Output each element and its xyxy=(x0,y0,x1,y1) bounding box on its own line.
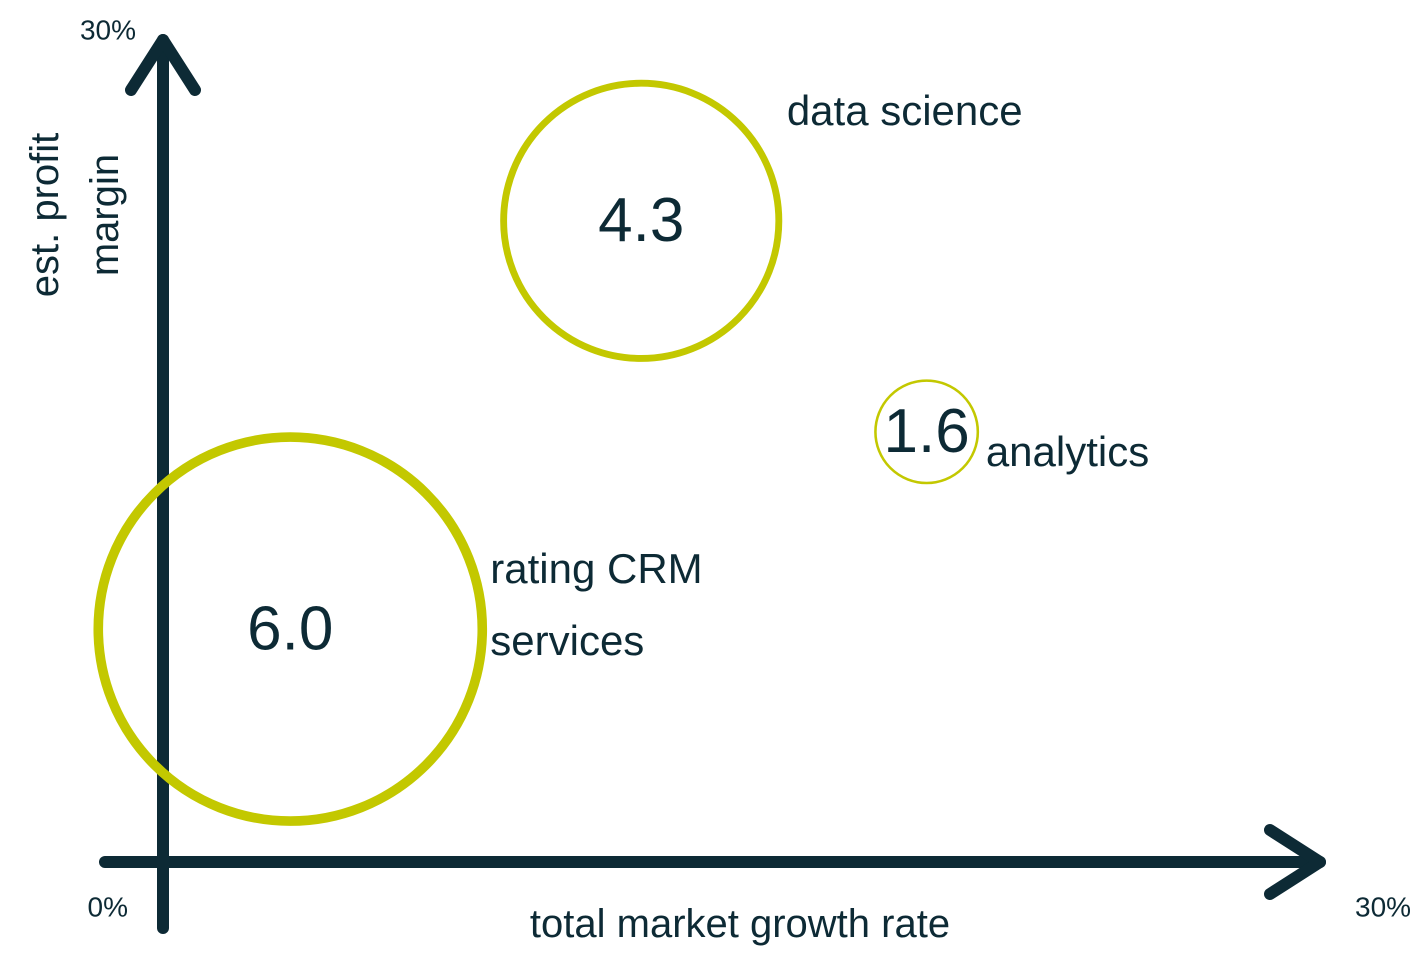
bubble-value-label: 6.0 xyxy=(247,594,333,663)
bubble-value-label: 4.3 xyxy=(598,186,684,255)
bubble xyxy=(93,432,488,826)
bubble-value-label: 1.6 xyxy=(884,397,970,466)
y-axis-title: est. profit margin xyxy=(23,132,127,298)
bubble xyxy=(874,379,980,485)
x-axis-title: total market growth rate xyxy=(529,902,951,946)
bubble-label: data science xyxy=(786,86,1023,134)
x-tick-label: 30% xyxy=(1355,891,1411,922)
bubble xyxy=(500,79,783,362)
bubble-label: rating CRM services xyxy=(490,545,703,665)
bubble-label: analytics xyxy=(985,427,1150,475)
x-axis-arrow xyxy=(1264,824,1326,900)
y-tick-label: 30% xyxy=(80,14,136,45)
y-axis-arrow xyxy=(125,34,201,96)
x-tick-label: 0% xyxy=(88,891,128,922)
